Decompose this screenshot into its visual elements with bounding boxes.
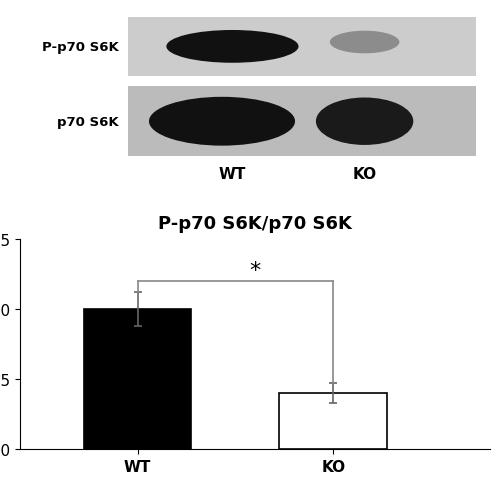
Text: WT: WT bbox=[219, 167, 246, 182]
Ellipse shape bbox=[166, 31, 298, 63]
Bar bbox=[280, 393, 387, 449]
Text: *: * bbox=[250, 260, 260, 280]
Text: KO: KO bbox=[352, 167, 376, 182]
Text: P-p70 S6K: P-p70 S6K bbox=[42, 41, 118, 54]
Ellipse shape bbox=[330, 32, 400, 54]
Ellipse shape bbox=[316, 98, 414, 145]
Ellipse shape bbox=[149, 98, 295, 146]
Text: p70 S6K: p70 S6K bbox=[57, 116, 118, 128]
Bar bbox=[128, 18, 476, 77]
Title: P-p70 S6K/p70 S6K: P-p70 S6K/p70 S6K bbox=[158, 214, 352, 232]
Bar bbox=[128, 87, 476, 157]
Bar bbox=[84, 309, 192, 449]
